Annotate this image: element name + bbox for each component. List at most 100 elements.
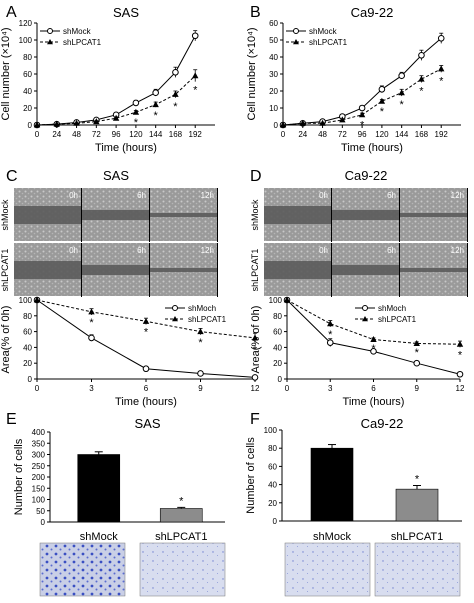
bar-shlpcat1 (159, 508, 203, 523)
time-label: 0h (319, 191, 328, 200)
data-point-shmock (152, 89, 159, 96)
data-point-shmoch (456, 370, 464, 378)
panel-label-e: E (6, 411, 17, 428)
data-point-shlpcat1 (370, 336, 377, 342)
y-tick-label: 80 (273, 312, 282, 321)
micrograph-divider (217, 188, 218, 242)
wound-gap (150, 268, 217, 272)
x-tick-label: 0 (281, 130, 286, 139)
significance-star: * (328, 329, 333, 341)
y-tick-label: 60 (269, 19, 278, 28)
y-axis-label: Area(% of 0h) (0, 306, 12, 374)
micrograph-divider (149, 188, 150, 242)
transwell-images-ca922 (284, 542, 461, 597)
y-tick-label: 60 (273, 328, 282, 337)
wound-healing-images-sas: SAS shMock 0h 6h 12h shLPCAT1 0h 6h 12h (0, 168, 218, 297)
micrograph-title: Ca9-22 (345, 168, 388, 183)
category-label: shMock (80, 531, 118, 543)
legend-label: shMock (63, 27, 92, 36)
y-tick-label: 100 (264, 426, 278, 435)
x-tick-label: 9 (415, 384, 420, 393)
y-tick-label: 30 (269, 70, 278, 79)
time-label: 6h (387, 246, 396, 255)
y-tick-label: 100 (19, 296, 33, 305)
significance-star: * (134, 117, 139, 129)
y-tick-label: 20 (268, 499, 277, 508)
time-label: 12h (451, 246, 464, 255)
data-point-shlpcat1 (152, 101, 159, 108)
significance-star: * (193, 85, 198, 97)
panel-label-a: A (6, 4, 17, 21)
micrograph-divider (467, 188, 468, 242)
data-point-shlpcat1 (378, 97, 386, 104)
legend-marker (362, 305, 368, 311)
micrograph-divider (331, 188, 332, 242)
data-point-shlpcat1 (33, 121, 41, 128)
significance-star: * (154, 110, 159, 122)
x-tick-label: 144 (149, 130, 163, 139)
x-tick-label: 12 (456, 384, 465, 393)
data-point-shlpcat1 (283, 296, 291, 303)
data-point-shmock (418, 52, 425, 59)
transwell-image-shlpcat1-sas (139, 542, 226, 597)
legend-marker (293, 39, 299, 45)
micrograph-title: SAS (103, 168, 129, 183)
significance-star: * (458, 349, 463, 361)
data-point-shlpcat1 (112, 114, 120, 121)
x-tick-label: 6 (371, 384, 376, 393)
y-axis-label: Area(% of 0h) (250, 306, 262, 374)
legend-marker (47, 28, 53, 34)
row-label: shMock (250, 199, 260, 231)
data-point-shlpcat1 (142, 317, 150, 324)
significance-star: * (400, 99, 405, 111)
x-tick-label: 48 (318, 130, 327, 139)
wound-area-chart-ca922: 0 3 6 9 12 0 20 40 60 80 100 Time (hours) Area(% of … (250, 296, 465, 408)
data-point-shmoch (326, 339, 334, 346)
data-point-shlpcat1 (88, 308, 95, 315)
data-point-shlpcat1 (251, 334, 259, 341)
y-tick-label: 20 (269, 87, 278, 96)
y-axis-label: Cell number (×10⁴) (246, 27, 258, 120)
y-tick-label: 50 (269, 36, 278, 45)
data-point-shmoch (413, 359, 421, 367)
y-tick-label: 0 (278, 375, 283, 384)
data-point-shmoch (197, 370, 204, 377)
y-tick-label: 350 (32, 439, 46, 448)
data-point-shlpcat1 (172, 90, 179, 97)
panel-label-f: F (250, 411, 260, 428)
data-point-shmoch (251, 374, 259, 381)
significance-star: * (144, 326, 149, 338)
y-tick-label: 300 (32, 451, 46, 460)
category-label: shLPCAT1 (155, 531, 207, 543)
chart-title: Ca9-22 (361, 416, 404, 431)
legend-marker (293, 28, 299, 34)
category-label: shMock (313, 531, 351, 543)
y-tick-label: 400 (32, 428, 46, 437)
data-point-shmock (358, 104, 366, 112)
y-tick-label: 20 (23, 359, 32, 368)
panel-label-b: B (250, 4, 261, 21)
y-axis-label: Number of cells (245, 437, 257, 514)
data-point-shmock (172, 69, 179, 76)
micrograph-divider (81, 188, 82, 242)
wound-area-chart-sas: 0 3 6 9 12 0 20 40 60 80 100 Time (hours) Area(% of … (0, 296, 260, 408)
legend-label: shMock (309, 27, 338, 36)
significance-star: * (415, 474, 420, 486)
time-label: 6h (137, 246, 146, 255)
x-tick-label: 168 (415, 130, 429, 139)
legend-marker (47, 39, 53, 45)
legend-marker (362, 316, 368, 322)
y-axis-label: Number of cells (13, 438, 25, 515)
wound-gap (264, 206, 331, 224)
legend-label: shLPCAT1 (309, 38, 348, 47)
data-point-shlpcat1 (132, 108, 140, 115)
legend-label: shLPCAT1 (378, 315, 417, 324)
x-tick-label: 3 (328, 384, 333, 393)
legend-label: shLPCAT1 (188, 315, 227, 324)
x-tick-label: 12 (251, 384, 260, 393)
panel-label-d: D (250, 168, 262, 185)
legend-marker (172, 316, 178, 322)
wound-healing-images-ca922: Ca9-22 shMock 0h 6h 12h shLPCAT1 0h 6h 12h (250, 168, 468, 297)
y-tick-label: 40 (268, 481, 277, 490)
